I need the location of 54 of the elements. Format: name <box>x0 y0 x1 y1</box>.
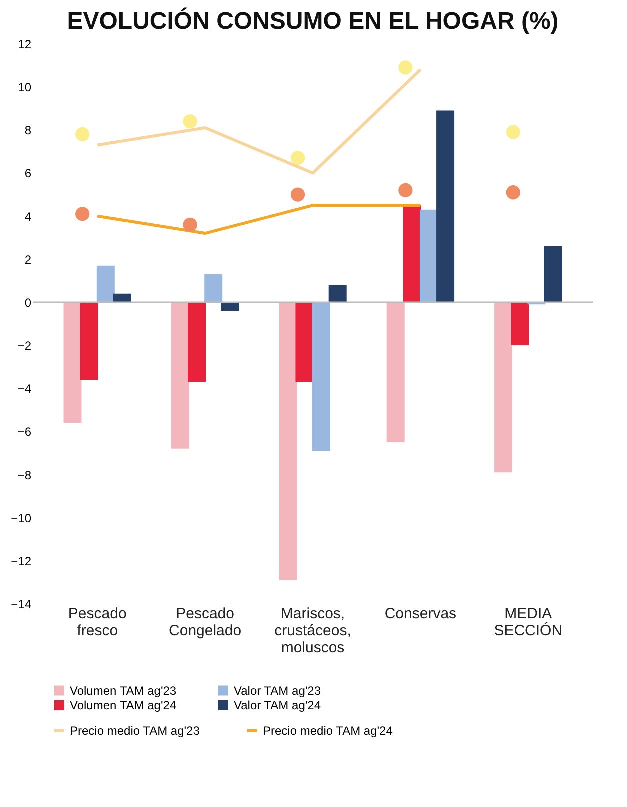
bar <box>171 302 190 449</box>
bar <box>188 302 206 382</box>
legend-label: Valor TAM ag'24 <box>234 698 322 712</box>
x-tick-label: Mariscos, crustáceos, moluscos <box>274 606 352 656</box>
y-tick-label: 4 <box>24 210 32 224</box>
point <box>183 114 198 129</box>
y-tick-label: −12 <box>11 554 32 568</box>
x-tick-label: MEDIA SECCIÓN <box>494 606 563 640</box>
y-tick-label: −10 <box>11 511 32 526</box>
bar <box>544 246 562 302</box>
y-tick-label: −14 <box>11 598 32 612</box>
x-tick-label: Pescado fresco <box>68 606 127 640</box>
y-tick-label: 12 <box>18 38 32 52</box>
bar <box>328 285 347 302</box>
legend-label: Precio medio TAM ag'23 <box>70 724 200 738</box>
bar <box>279 302 298 580</box>
point <box>183 218 198 232</box>
legend-label: Precio medio TAM ag'24 <box>263 724 394 738</box>
point <box>76 127 90 142</box>
legend-label: Valor TAM ag'23 <box>234 684 322 698</box>
y-tick-label: −4 <box>18 382 32 396</box>
x-tick-label: Pescado Congelado <box>169 606 242 640</box>
bar <box>204 274 223 302</box>
y-tick-label: −8 <box>18 468 32 482</box>
bar <box>64 302 82 424</box>
y-tick-label: 8 <box>24 124 32 138</box>
y-tick-label: −6 <box>18 425 32 440</box>
bar <box>436 110 455 302</box>
bar <box>96 266 115 302</box>
y-tick-label: 6 <box>24 166 32 181</box>
y-tick-label: 2 <box>24 252 32 267</box>
chart-title: EVOLUCIÓN CONSUMO EN EL HOGAR (%) <box>67 7 559 35</box>
y-tick-label: 10 <box>18 80 32 95</box>
x-tick-label: Conservas <box>384 606 457 622</box>
bar <box>296 302 314 382</box>
point <box>398 60 413 75</box>
line-series <box>96 68 422 175</box>
bar <box>420 210 438 302</box>
y-tick-label: 0 <box>24 296 32 310</box>
point <box>398 183 413 198</box>
bar <box>494 302 513 473</box>
point <box>506 186 520 200</box>
bar <box>312 302 330 452</box>
point <box>290 151 306 166</box>
bar <box>221 302 240 312</box>
bar <box>511 302 530 346</box>
point <box>76 207 90 222</box>
legend-label: Volumen TAM ag'23 <box>70 684 177 698</box>
point <box>506 125 520 140</box>
point <box>290 188 306 202</box>
y-tick-label: −2 <box>18 339 32 354</box>
legend-label: Volumen TAM ag'24 <box>70 698 177 712</box>
bar <box>386 302 405 442</box>
bar <box>80 302 98 380</box>
